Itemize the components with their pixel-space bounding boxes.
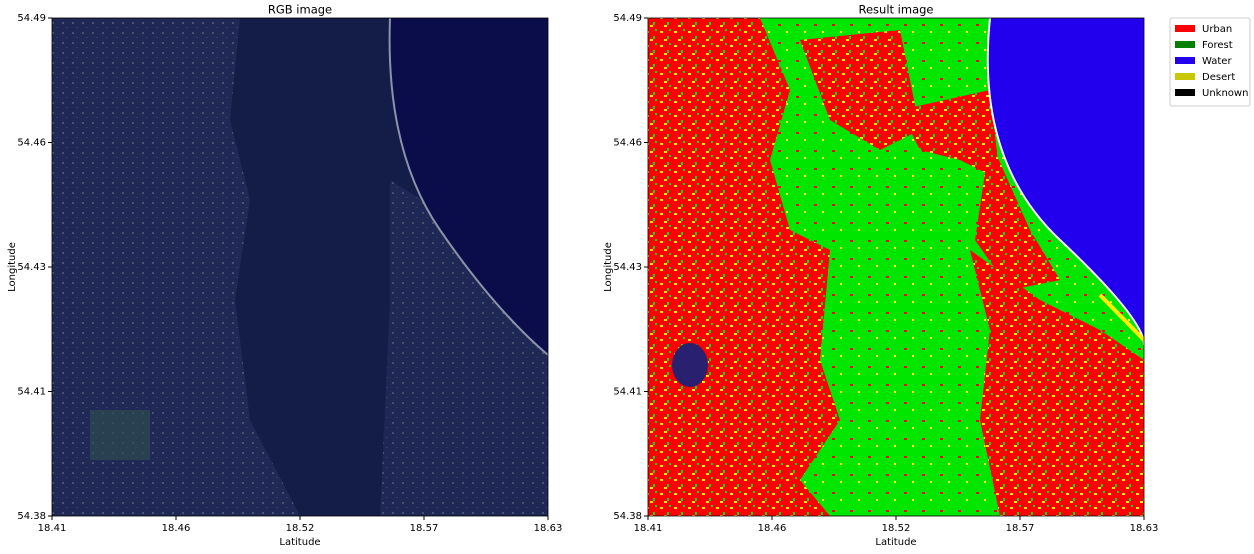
x-tick-label: 18.41 [38,523,67,534]
rgb-image [52,18,548,516]
chart-title: Result image [858,3,933,17]
legend-swatch [1175,73,1195,80]
x-tick-label: 18.57 [410,523,439,534]
y-tick-label: 54.49 [613,13,642,24]
x-tick-label: 18.41 [634,523,663,534]
y-tick-label: 54.46 [613,138,642,149]
legend-swatch [1175,57,1195,64]
y-tick-label: 54.43 [17,262,46,273]
result-image [648,18,1144,516]
legend-swatch [1175,41,1195,48]
x-tick-label: 18.52 [286,523,315,534]
x-tick-label: 18.46 [758,523,787,534]
legend-label: Water [1202,56,1232,67]
x-axis-label: Latitude [875,537,916,548]
legend-swatch [1175,25,1195,32]
x-tick-label: 18.63 [1130,523,1159,534]
legend-label: Unknown [1202,88,1248,99]
y-tick-label: 54.43 [613,262,642,273]
y-tick-label: 54.41 [613,387,642,398]
x-tick-label: 18.52 [882,523,911,534]
legend-label: Urban [1202,24,1232,35]
x-axis-label: Latitude [279,537,320,548]
legend-label: Desert [1202,72,1235,83]
y-axis-label: Longitude [603,242,614,292]
x-tick-label: 18.57 [1006,523,1035,534]
legend-label: Forest [1202,40,1233,51]
y-tick-label: 54.38 [613,511,642,522]
legend-box [1169,17,1251,107]
legend-swatch [1175,89,1195,96]
y-axis-label: Longitude [7,242,18,292]
y-tick-label: 54.38 [17,511,46,522]
x-tick-label: 18.46 [162,523,191,534]
x-tick-label: 18.63 [534,523,563,534]
y-tick-label: 54.41 [17,387,46,398]
y-tick-label: 54.46 [17,138,46,149]
y-tick-label: 54.49 [17,13,46,24]
chart-title: RGB image [268,3,332,17]
